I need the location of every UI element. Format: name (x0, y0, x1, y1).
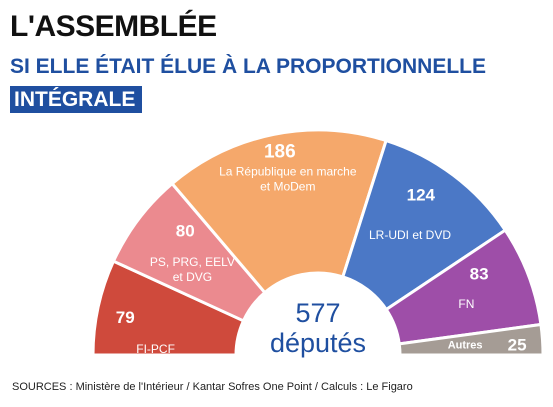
label-la-r-publique-en-marche-et-modem-line-1: La République en marche (219, 164, 357, 178)
label-la-r-publique-en-marche-et-modem-line-2: et MoDem (260, 179, 315, 193)
value-autres: 25 (508, 335, 527, 354)
center-label: députés (270, 328, 366, 358)
value-ps-prg-eelv-et-dvg: 80 (176, 222, 195, 241)
label-lr-udi-et-dvd-line-1: LR-UDI et DVD (369, 228, 451, 242)
segment-lr-udi-et-dvd (340, 138, 508, 312)
chart-subtitle: SI ELLE ÉTAIT ÉLUE À LA PROPORTIONNELLE (10, 55, 487, 78)
label-fi-pcf-line-1: FI-PCF (136, 342, 175, 356)
value-la-r-publique-en-marche-et-modem: 186 (264, 141, 296, 162)
value-lr-udi-et-dvd: 124 (407, 185, 436, 204)
label-ps-prg-eelv-et-dvg-line-2: et DVG (173, 270, 212, 284)
label-autres: Autres (448, 339, 483, 351)
segments-group (91, 128, 545, 357)
value-fn: 83 (470, 265, 489, 284)
value-fi-pcf: 79 (116, 308, 135, 327)
label-ps-prg-eelv-et-dvg-line-1: PS, PRG, EELV (150, 255, 235, 269)
chart-subtitle-tag: INTÉGRALE (10, 86, 143, 113)
segment-la-r-publique-en-marche-et-modem (170, 128, 389, 295)
segment-autres (397, 322, 545, 357)
label-fn-line-1: FN (458, 297, 474, 311)
chart-title: L'ASSEMBLÉE (10, 10, 217, 43)
center-total: 577 (295, 298, 340, 328)
sources-footer: SOURCES : Ministère de l'Intérieur / Kan… (12, 381, 413, 393)
